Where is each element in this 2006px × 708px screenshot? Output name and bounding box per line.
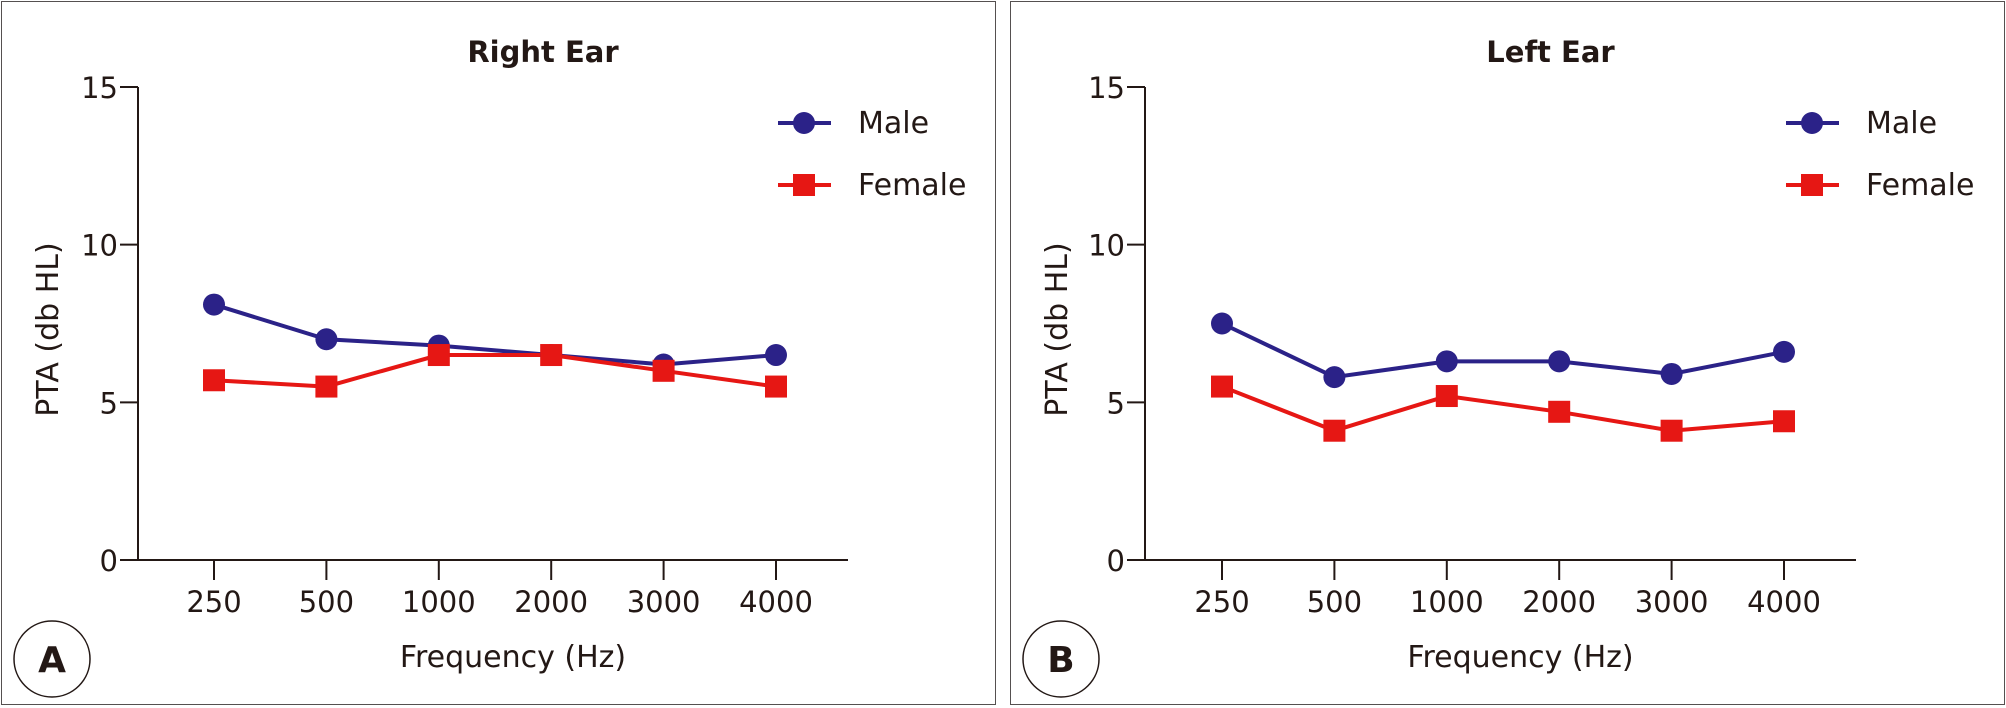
y-tick-label: 5 (100, 386, 118, 420)
data-point-female (1323, 419, 1346, 442)
x-tick-label: 250 (186, 585, 241, 619)
x-tick-label: 1000 (402, 585, 476, 619)
data-point-male (1660, 362, 1683, 385)
y-axis-title: PTA (db HL) (31, 242, 66, 416)
panel-right-ear: Right Ear 0 5 10 15 250 500 1000 2000 3000 4000 Fre… (1, 1, 996, 705)
y-tick-label: 15 (1088, 71, 1125, 105)
data-point-male (1211, 312, 1233, 335)
x-axis-title: Frequency (Hz) (400, 640, 626, 675)
series-line-male (1221, 321, 1785, 380)
legend-label-female: Female (1866, 168, 1974, 203)
x-tick-label: 1000 (1410, 585, 1484, 619)
x-tick-label: 4000 (739, 585, 813, 619)
panel-letter: B (1047, 640, 1074, 681)
y-tick-label: 0 (1107, 544, 1125, 578)
x-axis-title: Frequency (Hz) (1407, 640, 1633, 675)
data-point-female (1211, 375, 1233, 398)
data-point-female (1435, 385, 1458, 408)
data-point-female (1548, 400, 1571, 423)
data-point-male (1548, 350, 1571, 373)
panel-letter-circle (13, 620, 91, 698)
chart-title: Left Ear (1486, 35, 1615, 69)
data-point-female (315, 375, 338, 398)
legend-marker-male (793, 112, 815, 134)
x-tick-label: 2000 (1522, 585, 1596, 619)
data-point-male (765, 344, 787, 367)
y-tick-label: 10 (1088, 229, 1125, 263)
legend-label-male: Male (1866, 106, 1937, 141)
data-point-male (1323, 366, 1346, 389)
series-line-female (1221, 384, 1785, 433)
legend-marker-female (793, 174, 815, 196)
y-axis-title: PTA (db HL) (1040, 242, 1075, 416)
x-tick-label: 250 (1194, 585, 1249, 619)
data-point-male (1773, 340, 1795, 363)
panel-letter-circle (1022, 620, 1100, 698)
y-tick-label: 5 (1107, 386, 1125, 420)
x-tick-label: 3000 (627, 585, 701, 619)
panel-left-ear: Left Ear 0 5 10 15 250 500 1000 2000 3000 4000 Freq… (1010, 1, 2005, 705)
data-point-female (765, 375, 787, 398)
chart-title: Right Ear (467, 35, 619, 69)
chart-left-ear: Left Ear 0 5 10 15 250 500 1000 2000 3000 4000 Freq… (1022, 35, 1974, 698)
data-point-female (427, 344, 450, 367)
legend-label-female: Female (858, 168, 966, 203)
data-point-female (1773, 410, 1795, 433)
series-line-male (213, 302, 777, 367)
series-line-female (213, 353, 777, 389)
x-tick-label: 2000 (514, 585, 588, 619)
y-tick-label: 0 (100, 544, 118, 578)
y-tick-label: 15 (81, 71, 118, 105)
data-point-female (203, 369, 225, 392)
panel-letter: A (38, 640, 66, 681)
x-tick-label: 500 (299, 585, 354, 619)
legend-marker-male (1801, 112, 1823, 134)
legend-label-male: Male (858, 106, 929, 141)
data-point-male (203, 293, 225, 316)
data-point-male (315, 328, 338, 351)
x-tick-label: 3000 (1635, 585, 1709, 619)
data-point-female (540, 344, 563, 367)
legend-marker-female (1801, 174, 1823, 196)
chart-right-ear: Right Ear 0 5 10 15 250 500 1000 2000 3000 4000 Fre… (13, 35, 966, 698)
x-tick-label: 500 (1307, 585, 1362, 619)
x-tick-label: 4000 (1747, 585, 1821, 619)
data-point-female (652, 359, 675, 382)
data-point-female (1660, 419, 1683, 442)
y-tick-label: 10 (81, 229, 118, 263)
data-point-male (1435, 350, 1458, 373)
